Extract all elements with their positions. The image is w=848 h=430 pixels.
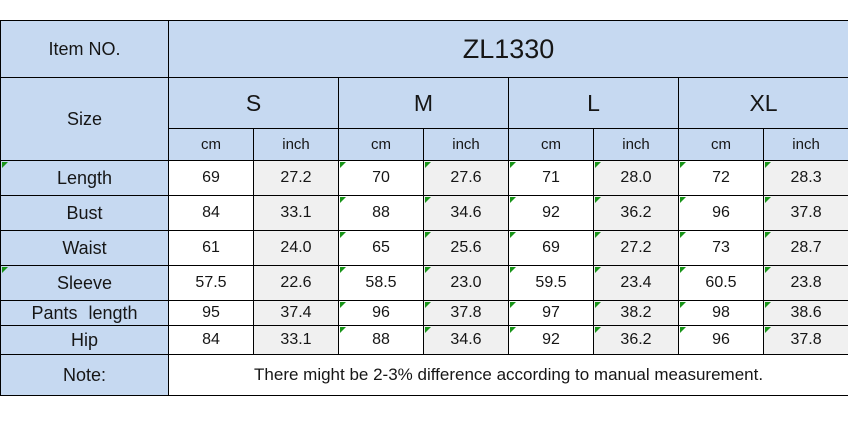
cell-value: 33.1 xyxy=(253,325,339,355)
unit-inch-xl: inch xyxy=(762,128,848,161)
cell-value: 61 xyxy=(168,230,254,266)
cell-value: 65 xyxy=(338,230,424,266)
item-no-row: Item NO. ZL1330 xyxy=(0,20,848,78)
cell-value: 28.7 xyxy=(762,230,848,266)
cell-value: 23.0 xyxy=(423,265,509,301)
cell-value: 60.5 xyxy=(678,265,764,301)
size-col-m: M xyxy=(338,77,509,129)
size-label: Size xyxy=(0,77,169,161)
cell-value: 34.6 xyxy=(423,325,509,355)
cell-value: 84 xyxy=(168,195,254,231)
table-row-pants-length: Pants length 95 37.4 96 37.8 97 38.2 98 … xyxy=(0,300,848,326)
size-chart-table: Item NO. ZL1330 Size S M L XL cm inch cm… xyxy=(0,20,848,396)
cell-value: 25.6 xyxy=(423,230,509,266)
cell-value: 34.6 xyxy=(423,195,509,231)
cell-value: 27.2 xyxy=(253,160,339,196)
cell-value: 70 xyxy=(338,160,424,196)
cell-value: 27.2 xyxy=(593,230,679,266)
unit-inch-s: inch xyxy=(253,128,339,161)
cell-value: 92 xyxy=(508,195,594,231)
unit-cm-xl: cm xyxy=(678,128,764,161)
cell-value: 23.4 xyxy=(593,265,679,301)
cell-value: 59.5 xyxy=(508,265,594,301)
cell-value: 24.0 xyxy=(253,230,339,266)
cell-value: 72 xyxy=(678,160,764,196)
cell-value: 88 xyxy=(338,195,424,231)
row-label: Bust xyxy=(0,195,169,231)
cell-value: 37.8 xyxy=(423,300,509,326)
cell-value: 37.8 xyxy=(762,325,848,355)
cell-value: 38.2 xyxy=(593,300,679,326)
cell-value: 96 xyxy=(338,300,424,326)
cell-value: 27.6 xyxy=(423,160,509,196)
row-label: Length xyxy=(0,160,169,196)
table-row-bust: Bust 84 33.1 88 34.6 92 36.2 96 37.8 xyxy=(0,195,848,231)
cell-value: 58.5 xyxy=(338,265,424,301)
note-row: Note: There might be 2-3% difference acc… xyxy=(0,354,848,396)
note-label: Note: xyxy=(0,354,169,396)
cell-value: 88 xyxy=(338,325,424,355)
size-col-xl: XL xyxy=(677,77,848,129)
cell-value: 69 xyxy=(508,230,594,266)
cell-value: 28.3 xyxy=(762,160,848,196)
cell-value: 92 xyxy=(508,325,594,355)
cell-value: 96 xyxy=(678,325,764,355)
unit-header-row: cm inch cm inch cm inch cm inch xyxy=(1,128,848,161)
row-label: Hip xyxy=(0,325,169,355)
unit-inch-l: inch xyxy=(593,128,679,161)
size-col-s: S xyxy=(168,77,339,129)
size-header-row: Size S M L XL xyxy=(0,77,848,161)
cell-value: 36.2 xyxy=(593,325,679,355)
cell-value: 37.4 xyxy=(253,300,339,326)
cell-value: 36.2 xyxy=(593,195,679,231)
unit-inch-m: inch xyxy=(423,128,509,161)
cell-value: 23.8 xyxy=(762,265,848,301)
item-no-value: ZL1330 xyxy=(167,20,848,78)
table-row-length: Length 69 27.2 70 27.6 71 28.0 72 28.3 xyxy=(0,160,848,196)
cell-value: 97 xyxy=(508,300,594,326)
table-row-sleeve: Sleeve 57.5 22.6 58.5 23.0 59.5 23.4 60.… xyxy=(0,265,848,301)
table-row-hip: Hip 84 33.1 88 34.6 92 36.2 96 37.8 xyxy=(0,325,848,355)
cell-value: 33.1 xyxy=(253,195,339,231)
item-no-label: Item NO. xyxy=(0,20,169,78)
cell-value: 84 xyxy=(168,325,254,355)
unit-cm-s: cm xyxy=(168,128,254,161)
unit-cm-l: cm xyxy=(508,128,594,161)
cell-value: 96 xyxy=(678,195,764,231)
unit-cm-m: cm xyxy=(338,128,424,161)
cell-value: 28.0 xyxy=(593,160,679,196)
row-label: Sleeve xyxy=(0,265,169,301)
cell-value: 37.8 xyxy=(762,195,848,231)
row-label: Waist xyxy=(0,230,169,266)
cell-value: 69 xyxy=(168,160,254,196)
size-col-l: L xyxy=(508,77,679,129)
table-row-waist: Waist 61 24.0 65 25.6 69 27.2 73 28.7 xyxy=(0,230,848,266)
cell-value: 22.6 xyxy=(253,265,339,301)
cell-value: 57.5 xyxy=(168,265,254,301)
cell-value: 71 xyxy=(508,160,594,196)
cell-value: 98 xyxy=(678,300,764,326)
cell-value: 38.6 xyxy=(762,300,848,326)
note-text: There might be 2-3% difference according… xyxy=(167,354,848,396)
row-label: Pants length xyxy=(0,300,169,326)
cell-value: 95 xyxy=(168,300,254,326)
cell-value: 73 xyxy=(678,230,764,266)
